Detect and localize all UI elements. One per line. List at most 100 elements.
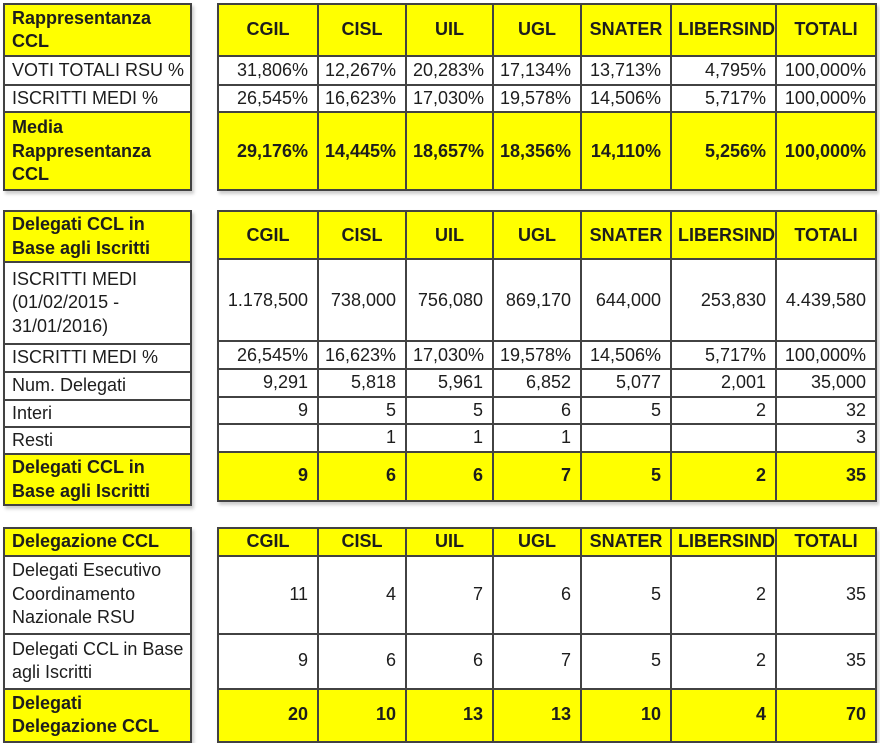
- value-cell: 253,830: [670, 258, 777, 343]
- column-header-uil: UIL: [405, 210, 494, 261]
- value-cell: [580, 423, 672, 453]
- column-header-cgil: CGIL: [217, 3, 319, 57]
- column-header-cisl: CISL: [317, 527, 407, 557]
- value-cell: 35: [775, 632, 877, 690]
- value-cell: 738,000: [317, 258, 407, 343]
- value-cell: 35: [775, 450, 877, 502]
- column-header-libersind: LIBERSIND: [670, 527, 777, 557]
- value-cell: 16,623%: [317, 340, 407, 371]
- value-cell: [670, 423, 777, 453]
- table-row: 1.178,500 738,000 756,080 869,170 644,000 253…: [217, 258, 877, 343]
- value-cell: 6,852: [492, 368, 582, 398]
- value-cell: 5,717%: [670, 83, 777, 114]
- value-cell: 35,000: [775, 368, 877, 398]
- column-header-cisl: CISL: [317, 210, 407, 261]
- row-header-column: Delegazione CCL Delegati Esecutivo Coordi…: [3, 527, 192, 743]
- value-cell: 6: [405, 632, 494, 690]
- value-cell: 12,267%: [317, 55, 407, 86]
- column-header-ugl: UGL: [492, 210, 582, 261]
- row-label: Delegati CCL in Base agli Iscritti: [3, 632, 192, 690]
- value-cell: 19,578%: [492, 83, 582, 114]
- value-cell: 9: [217, 395, 319, 426]
- value-cell: 5: [580, 554, 672, 635]
- column-header-cgil: CGIL: [217, 527, 319, 557]
- value-cell: 35: [775, 554, 877, 635]
- value-cell: 70: [775, 687, 877, 743]
- column-header-libersind: LIBERSIND: [670, 3, 777, 57]
- row-label: Interi: [3, 398, 192, 428]
- value-cell: 6: [405, 450, 494, 502]
- value-cell: 100,000%: [775, 55, 877, 86]
- column-header-snater: SNATER: [580, 527, 672, 557]
- value-cell: 14,506%: [580, 83, 672, 114]
- table-row: 9,291 5,818 5,961 6,852 5,077 2,001 35,000: [217, 368, 877, 398]
- column-header-totali: TOTALI: [775, 210, 877, 261]
- value-cell: 31,806%: [217, 55, 319, 86]
- value-cell: 3: [775, 423, 877, 453]
- data-grid: CGIL CISL UIL UGL SNATER LIBERSIND TOTALI 1.178…: [217, 210, 877, 502]
- value-cell: 6: [317, 632, 407, 690]
- value-cell: 644,000: [580, 258, 672, 343]
- value-cell: 1.178,500: [217, 258, 319, 343]
- value-cell: 13,713%: [580, 55, 672, 86]
- table-block-delegazione-ccl: Delegazione CCL Delegati Esecutivo Coordi…: [3, 527, 880, 743]
- value-cell: 20,283%: [405, 55, 494, 86]
- table-row: 31,806% 12,267% 20,283% 17,134% 13,713% 4,795…: [217, 55, 877, 86]
- value-cell: 26,545%: [217, 83, 319, 114]
- value-cell: 5: [580, 450, 672, 502]
- value-cell: 6: [317, 450, 407, 502]
- value-cell: 2,001: [670, 368, 777, 398]
- value-cell: 5: [580, 395, 672, 426]
- table-title: Rappresentanza CCL: [3, 3, 192, 57]
- column-header-ugl: UGL: [492, 527, 582, 557]
- column-header-uil: UIL: [405, 3, 494, 57]
- table-block-rappresentanza-ccl: Rappresentanza CCL VOTI TOTALI RSU % ISCRI…: [3, 3, 880, 192]
- value-cell: 2: [670, 632, 777, 690]
- data-grid: CGIL CISL UIL UGL SNATER LIBERSIND TOTALI 11 4 7 6…: [217, 527, 877, 743]
- value-cell: 14,445%: [317, 111, 407, 192]
- value-cell: 19,578%: [492, 340, 582, 371]
- value-cell: 13: [492, 687, 582, 743]
- value-cell: 100,000%: [775, 83, 877, 114]
- column-header-uil: UIL: [405, 527, 494, 557]
- value-cell: 5,818: [317, 368, 407, 398]
- value-cell: 1: [405, 423, 494, 453]
- table-block-delegati-ccl-in-base-agli-iscritti: Delegati CCL in Base agli Iscritti ISCRIT…: [3, 210, 880, 507]
- value-cell: 4,795%: [670, 55, 777, 86]
- table-row: 20 10 13 13 10 4 70: [217, 687, 877, 743]
- value-cell: 20: [217, 687, 319, 743]
- row-label: Delegati Esecutivo Coordinamento Naziona…: [3, 554, 192, 635]
- value-cell: 11: [217, 554, 319, 635]
- value-cell: 5,077: [580, 368, 672, 398]
- value-cell: 7: [492, 632, 582, 690]
- table-row: 9 5 5 6 5 2 32: [217, 395, 877, 426]
- column-header-totali: TOTALI: [775, 527, 877, 557]
- value-cell: [217, 423, 319, 453]
- value-cell: 13: [405, 687, 494, 743]
- value-cell: 6: [492, 554, 582, 635]
- value-cell: 10: [580, 687, 672, 743]
- row-label: Resti: [3, 425, 192, 456]
- table-row: 26,545% 16,623% 17,030% 19,578% 14,506% 5,717…: [217, 83, 877, 114]
- column-header-cisl: CISL: [317, 3, 407, 57]
- table-row: 9 6 6 7 5 2 35: [217, 450, 877, 502]
- column-header-cgil: CGIL: [217, 210, 319, 261]
- value-cell: 9,291: [217, 368, 319, 398]
- value-cell: 26,545%: [217, 340, 319, 371]
- value-cell: 2: [670, 554, 777, 635]
- table-row: 26,545% 16,623% 17,030% 19,578% 14,506% 5,717…: [217, 340, 877, 371]
- row-label: ISCRITTI MEDI (01/02/2015 - 31/01/2016): [3, 261, 192, 346]
- value-cell: 18,356%: [492, 111, 582, 192]
- value-cell: 1: [317, 423, 407, 453]
- row-label: Delegati CCL in Base agli Iscritti: [3, 453, 192, 507]
- value-cell: 5: [405, 395, 494, 426]
- value-cell: 100,000%: [775, 111, 877, 192]
- value-cell: 5,961: [405, 368, 494, 398]
- value-cell: 5: [580, 632, 672, 690]
- value-cell: 1: [492, 423, 582, 453]
- value-cell: 5,717%: [670, 340, 777, 371]
- table-title: Delegazione CCL: [3, 527, 192, 557]
- value-cell: 7: [405, 554, 494, 635]
